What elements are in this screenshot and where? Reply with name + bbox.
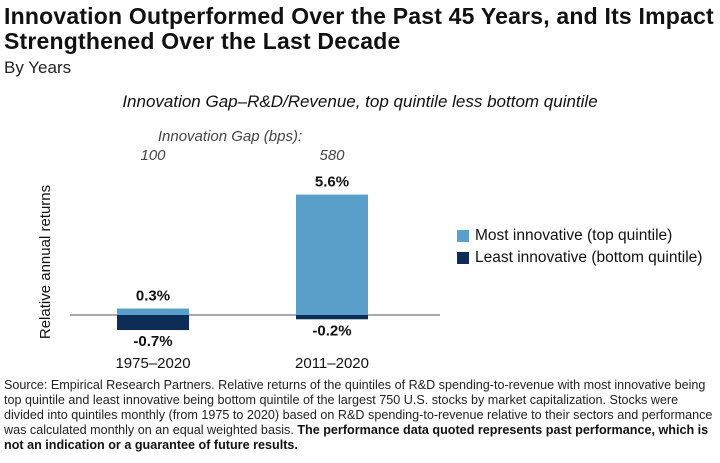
legend-swatch-least: [457, 252, 469, 264]
legend-item-least: Least innovative (bottom quintile): [457, 247, 702, 269]
x-tick-label-1: 2011–2020: [295, 355, 369, 372]
bar-most-innovative-1: [296, 194, 368, 315]
data-label-least-1: -0.2%: [312, 322, 351, 339]
innovation-gap-label: Innovation Gap (bps):: [157, 128, 303, 145]
bar-least-innovative-1: [296, 315, 368, 320]
legend-label-most: Most innovative (top quintile): [475, 227, 673, 244]
bar-most-innovative-0: [117, 308, 189, 315]
data-label-least-0: -0.7%: [133, 333, 172, 350]
bar-least-innovative-0: [117, 315, 189, 331]
legend: Most innovative (top quintile) Least inn…: [457, 225, 702, 269]
innovation-gap-value-1975: 100: [140, 147, 166, 164]
source-note: Source: Empirical Research Partners. Rel…: [4, 378, 716, 453]
data-label-most-0: 0.3%: [136, 288, 170, 305]
legend-label-least: Least innovative (bottom quintile): [475, 249, 703, 266]
legend-swatch-most: [457, 230, 469, 242]
source-text: Source: Empirical Research Partners. Rel…: [4, 378, 713, 437]
x-tick-label-0: 1975–2020: [115, 355, 190, 372]
page-title: Innovation Outperformed Over the Past 45…: [4, 3, 714, 54]
y-axis-label: Relative annual returns: [37, 185, 54, 339]
chart-title: Innovation Gap–R&D/Revenue, top quintile…: [122, 92, 598, 111]
legend-item-most: Most innovative (top quintile): [457, 225, 702, 247]
data-label-most-1: 5.6%: [315, 174, 349, 191]
disclaimer-text: The performance data quoted represents p…: [4, 423, 709, 452]
page-subtitle: By Years: [4, 58, 72, 77]
innovation-gap-value-2011: 580: [319, 147, 345, 164]
